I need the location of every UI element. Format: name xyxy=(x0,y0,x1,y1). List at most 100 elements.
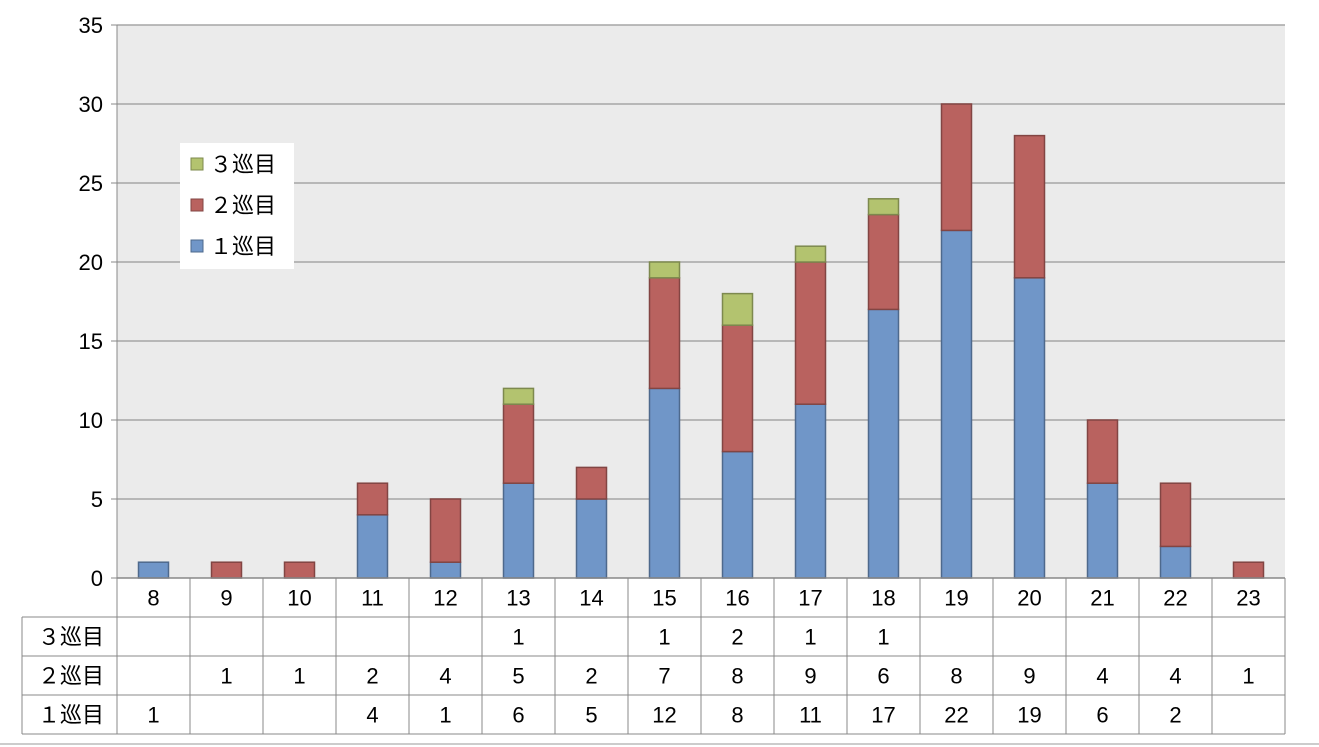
bar-segment xyxy=(502,387,535,405)
data-label: 22 xyxy=(944,703,968,728)
legend-swatch xyxy=(190,198,204,212)
xtick-label: 15 xyxy=(652,586,676,611)
bar-segment xyxy=(1159,545,1192,579)
bar-segment xyxy=(648,277,681,390)
bar-segment xyxy=(794,261,827,405)
xtick-label: 17 xyxy=(798,586,822,611)
bar-segment xyxy=(210,561,243,579)
data-label: 1 xyxy=(658,625,670,650)
y-axis-ticks: 0 5 10 15 20 25 30 35 xyxy=(79,13,118,591)
xtick-label: 23 xyxy=(1236,586,1260,611)
legend-label: ３巡目 xyxy=(210,152,276,177)
table-row-label: ２巡目 xyxy=(38,664,104,689)
bar-segment xyxy=(1013,277,1046,579)
data-label: 1 xyxy=(147,703,159,728)
xtick-label: 19 xyxy=(944,586,968,611)
data-label: 5 xyxy=(585,703,597,728)
bar-segment xyxy=(721,292,754,326)
bar-segment xyxy=(940,229,973,579)
bar-segment xyxy=(1086,482,1119,579)
data-label: 8 xyxy=(950,664,962,689)
xtick-label: 22 xyxy=(1163,586,1187,611)
bar-segment xyxy=(867,198,900,216)
bar-segment xyxy=(794,403,827,579)
bar-segment xyxy=(575,466,608,500)
ytick-label: 5 xyxy=(91,487,103,512)
data-label: 8 xyxy=(731,664,743,689)
data-label: 4 xyxy=(1096,664,1108,689)
xtick-label: 16 xyxy=(725,586,749,611)
ytick-label: 25 xyxy=(79,171,103,196)
xtick-label: 12 xyxy=(433,586,457,611)
ytick-label: 15 xyxy=(79,329,103,354)
data-label: 9 xyxy=(804,664,816,689)
bar-segment xyxy=(940,103,973,232)
data-label: 4 xyxy=(366,703,378,728)
bar-segment xyxy=(867,308,900,579)
bar-segment xyxy=(648,261,681,279)
legend: ３巡目 ２巡目 １巡目 xyxy=(180,143,294,269)
bar-segment xyxy=(794,245,827,263)
xtick-label: 21 xyxy=(1090,586,1114,611)
xtick-label: 18 xyxy=(871,586,895,611)
xtick-label: 9 xyxy=(220,586,232,611)
data-label: 4 xyxy=(439,664,451,689)
data-label: 5 xyxy=(512,664,524,689)
bar-segment xyxy=(1013,134,1046,279)
data-label: 6 xyxy=(512,703,524,728)
xtick-label: 20 xyxy=(1017,586,1041,611)
bar-segment xyxy=(137,561,170,579)
bar-segment xyxy=(283,561,316,579)
data-label: 17 xyxy=(871,703,895,728)
data-label: 12 xyxy=(652,703,676,728)
data-label: 1 xyxy=(1242,664,1254,689)
data-label: 1 xyxy=(439,703,451,728)
bar-segment xyxy=(648,387,681,579)
legend-label: １巡目 xyxy=(210,234,276,259)
xtick-label: 13 xyxy=(506,586,530,611)
data-label: 1 xyxy=(512,625,524,650)
bar-segment xyxy=(502,403,535,484)
legend-label: ２巡目 xyxy=(210,193,276,218)
data-label: 6 xyxy=(877,664,889,689)
data-label: 4 xyxy=(1169,664,1181,689)
data-label: 1 xyxy=(804,625,816,650)
ytick-label: 35 xyxy=(79,13,103,38)
data-label: 7 xyxy=(658,664,670,689)
xtick-label: 8 xyxy=(147,586,159,611)
data-label: 8 xyxy=(731,703,743,728)
data-label: 6 xyxy=(1096,703,1108,728)
data-label: 1 xyxy=(220,664,232,689)
ytick-label: 30 xyxy=(79,92,103,117)
legend-swatch xyxy=(190,239,204,253)
data-label: 2 xyxy=(731,625,743,650)
ytick-label: 20 xyxy=(79,250,103,275)
bar-segment xyxy=(575,498,608,579)
legend-swatch xyxy=(190,157,204,171)
bar-segment xyxy=(1232,561,1265,579)
bar-segment xyxy=(1159,482,1192,548)
table-row-label: ３巡目 xyxy=(38,625,104,650)
xtick-label: 11 xyxy=(361,586,384,611)
data-label: 2 xyxy=(585,664,597,689)
xtick-label: 10 xyxy=(287,586,311,611)
table-row-label: １巡目 xyxy=(38,703,104,728)
ytick-label: 0 xyxy=(91,566,103,591)
bar-segment xyxy=(356,514,389,579)
data-label: 9 xyxy=(1023,664,1035,689)
ytick-label: 10 xyxy=(79,408,103,433)
bar-segment xyxy=(721,450,754,579)
data-label: 1 xyxy=(877,625,889,650)
bars xyxy=(137,103,1265,579)
bar-segment xyxy=(429,498,462,563)
data-label: 19 xyxy=(1017,703,1041,728)
data-label: 1 xyxy=(293,664,305,689)
bar-segment xyxy=(867,213,900,311)
bar-segment xyxy=(429,561,462,579)
bar-segment xyxy=(502,482,535,579)
data-label: 2 xyxy=(1169,703,1181,728)
gridlines xyxy=(117,24,1285,500)
bar-segment xyxy=(721,324,754,453)
